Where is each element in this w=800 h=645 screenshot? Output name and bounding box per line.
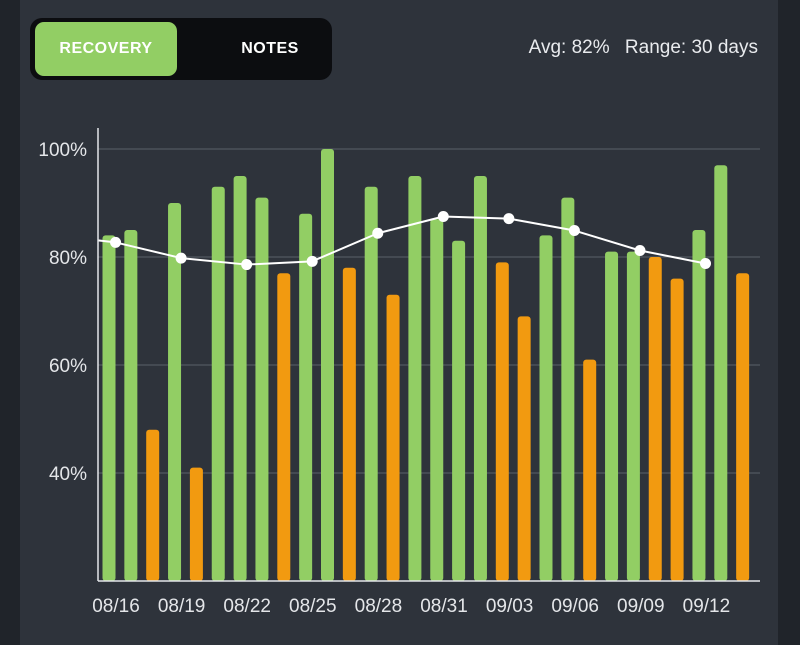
- y-tick-label: 40%: [49, 464, 87, 485]
- bar: [189, 467, 203, 581]
- y-tick-labels: 100% 80% 60% 40%: [38, 140, 87, 485]
- x-tick-label: 08/22: [223, 596, 271, 617]
- trend-point: [503, 213, 515, 225]
- bars: [102, 149, 750, 582]
- bar: [364, 186, 378, 582]
- axes: [97, 128, 760, 582]
- trend-point: [634, 245, 646, 257]
- x-tick-label: 09/06: [551, 596, 599, 617]
- bar: [255, 197, 269, 581]
- trend-point: [568, 225, 580, 237]
- bar: [102, 235, 116, 581]
- y-tick-label: 100%: [38, 140, 87, 161]
- summary-stats: Avg: 82% Range: 30 days: [529, 37, 758, 59]
- trend-point: [306, 255, 318, 267]
- tab-recovery[interactable]: RECOVERY: [35, 22, 177, 76]
- bar: [517, 316, 531, 581]
- bar: [299, 213, 313, 582]
- y-tick-label: 80%: [49, 248, 87, 269]
- bar: [124, 230, 138, 581]
- x-tick-label: 09/12: [683, 596, 731, 617]
- x-tick-label: 08/31: [420, 596, 468, 617]
- x-tick-label: 08/16: [92, 596, 140, 617]
- y-tick-label: 60%: [49, 356, 87, 377]
- bar: [626, 251, 640, 581]
- bar: [736, 273, 750, 581]
- bar: [277, 273, 291, 581]
- x-tick-label: 09/09: [617, 596, 665, 617]
- bar: [670, 278, 684, 581]
- x-tick-label: 08/28: [355, 596, 403, 617]
- x-tick-label: 08/25: [289, 596, 337, 617]
- bar: [386, 294, 400, 581]
- trend: [97, 211, 712, 271]
- trend-point: [175, 252, 187, 264]
- trend-point: [241, 259, 253, 271]
- bar: [146, 429, 160, 581]
- trend-point: [110, 236, 122, 248]
- x-tick-labels: 08/16 08/19 08/22 08/25 08/28 08/31 09/03 09/06…: [92, 596, 730, 617]
- bar: [211, 186, 225, 582]
- bar: [321, 149, 334, 581]
- bar: [605, 251, 619, 581]
- bar: [714, 165, 728, 581]
- bar: [583, 359, 597, 581]
- bar: [452, 240, 466, 582]
- bar: [561, 197, 575, 581]
- bar: [168, 203, 182, 581]
- tab-notes[interactable]: NOTES: [241, 40, 299, 57]
- bar: [539, 235, 553, 581]
- bar: [648, 257, 662, 581]
- bar: [692, 230, 706, 581]
- bar: [430, 219, 444, 581]
- average-value: Avg: 82%: [528, 37, 610, 58]
- trend-point: [437, 211, 449, 222]
- range-value: Range: 30 days: [624, 37, 758, 58]
- bar: [495, 262, 509, 581]
- x-tick-label: 08/19: [158, 596, 206, 617]
- bar: [233, 176, 247, 581]
- trend-point: [700, 257, 712, 269]
- trend-point: [372, 227, 384, 239]
- bar: [473, 176, 487, 581]
- bar: [342, 267, 356, 581]
- view-toggle: RECOVERY NOTES: [30, 18, 332, 80]
- x-tick-label: 09/03: [486, 596, 534, 617]
- bar: [408, 176, 422, 581]
